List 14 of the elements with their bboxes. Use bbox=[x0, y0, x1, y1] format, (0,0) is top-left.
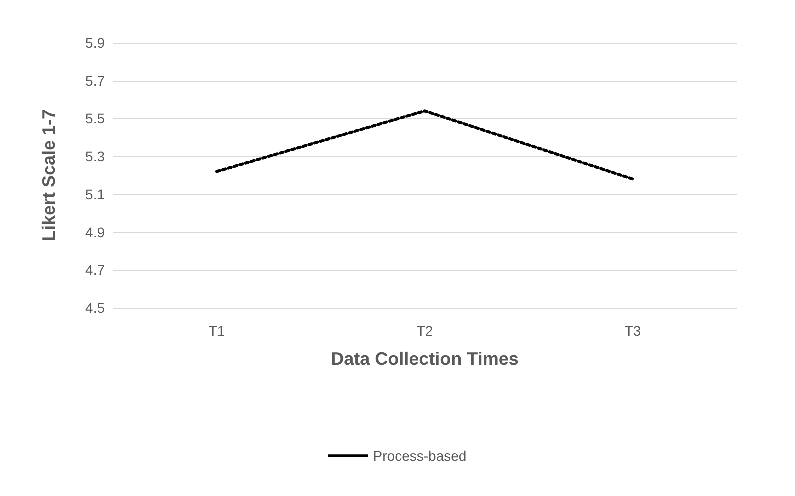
y-tick-label: 5.5 bbox=[86, 110, 106, 127]
x-tick-label: T1 bbox=[208, 323, 226, 339]
y-tick-label: 5.1 bbox=[86, 186, 106, 202]
y-tick-label: 4.7 bbox=[86, 262, 106, 278]
legend-label: Process-based bbox=[373, 448, 467, 464]
y-axis-title: Likert Scale 1-7 bbox=[39, 109, 59, 242]
y-tick-label: 5.9 bbox=[86, 35, 106, 51]
x-axis-title: Data Collection Times bbox=[331, 349, 519, 369]
y-tick-label: 5.7 bbox=[86, 72, 106, 89]
y-tick-label: 5.3 bbox=[86, 148, 106, 165]
x-tick-label: T3 bbox=[624, 323, 642, 339]
x-tick-label: T2 bbox=[416, 323, 434, 339]
y-tick-label: 4.5 bbox=[86, 300, 106, 316]
y-tick-label: 4.9 bbox=[86, 224, 106, 240]
